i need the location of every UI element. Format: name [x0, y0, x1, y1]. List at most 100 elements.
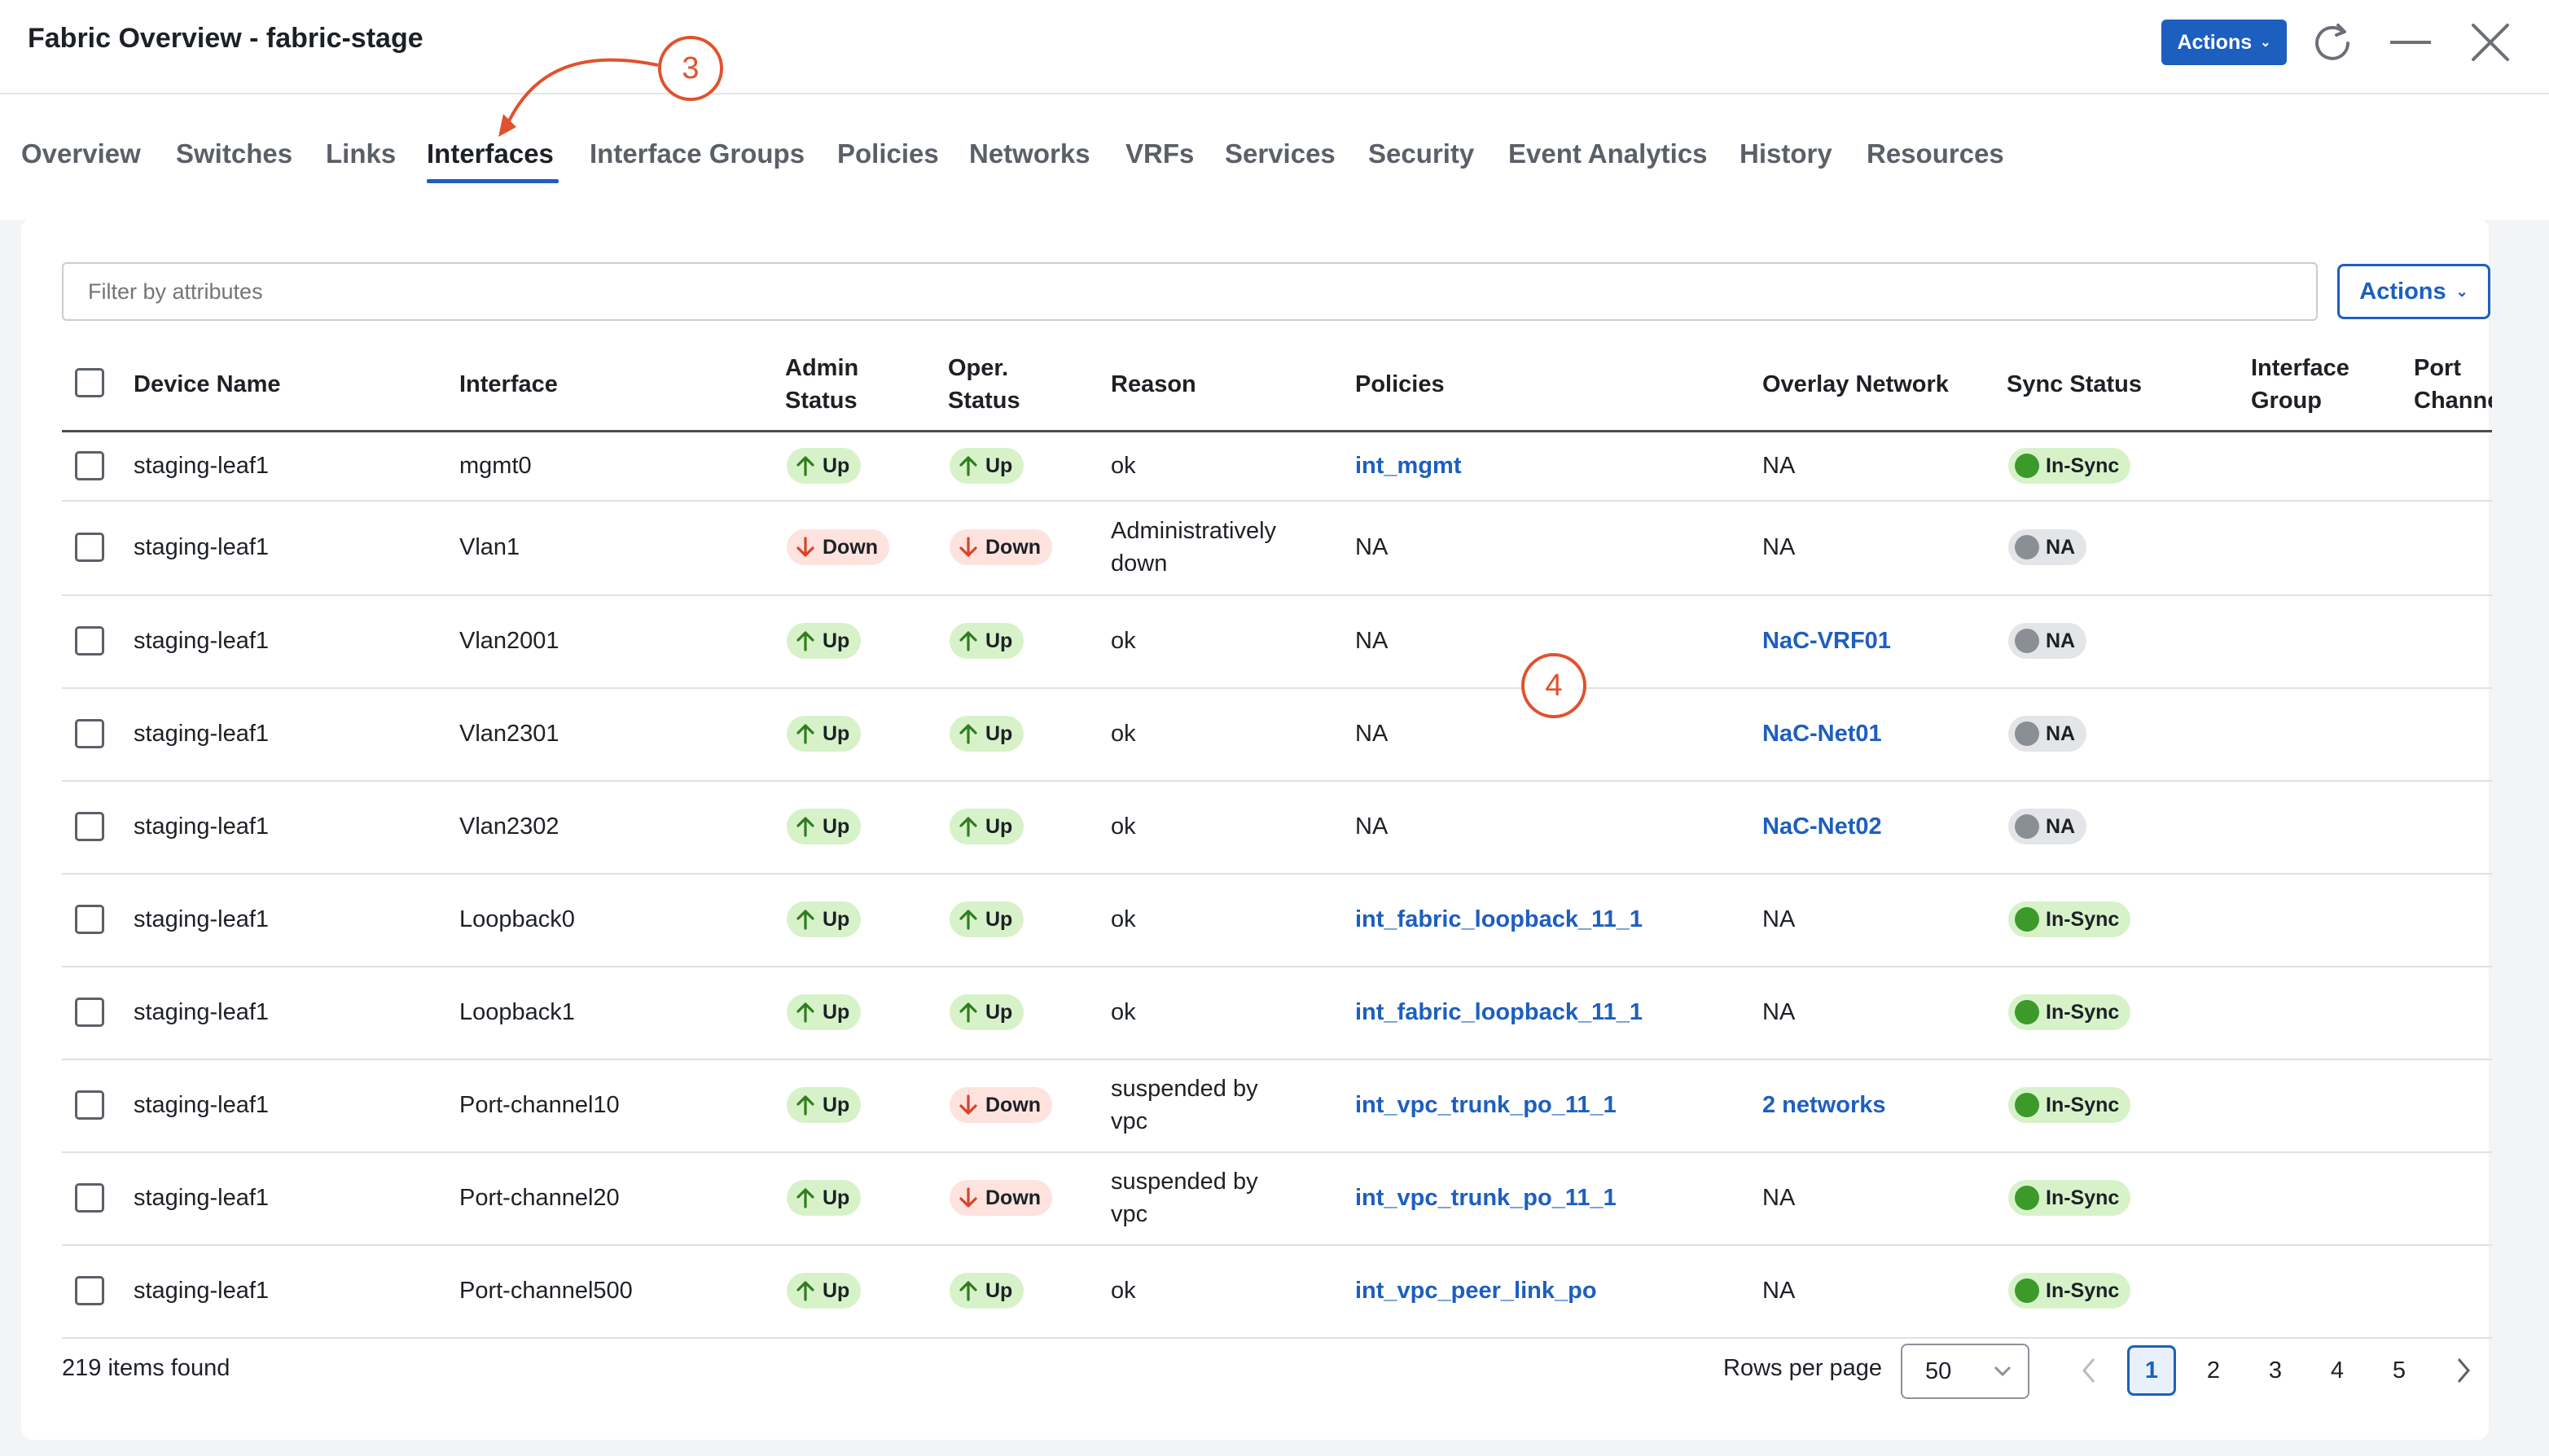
tab-policies[interactable]: Policies: [837, 138, 939, 169]
reason-cell: ok: [1111, 625, 1136, 657]
row-checkbox[interactable]: [75, 1090, 104, 1120]
row-checkbox[interactable]: [75, 1276, 104, 1305]
tab-networks[interactable]: Networks: [969, 138, 1090, 169]
arrow-up-icon: [796, 724, 814, 744]
status-label: Up: [823, 814, 850, 838]
column-header-policies[interactable]: Policies: [1355, 371, 1445, 397]
tab-history[interactable]: History: [1740, 138, 1832, 169]
row-checkbox[interactable]: [75, 1183, 104, 1213]
reason-line: ok: [1111, 628, 1136, 654]
reason-cell: ok: [1111, 810, 1136, 843]
sync-status-label: In-Sync: [2046, 454, 2120, 477]
filter-input[interactable]: [62, 262, 2318, 321]
row-checkbox[interactable]: [75, 998, 104, 1027]
overlay-network-link[interactable]: 2 networks: [1762, 1092, 1886, 1118]
column-header-oper-status[interactable]: Oper. Status: [948, 352, 1020, 417]
column-header-port-channel[interactable]: Port Channel: [2414, 352, 2492, 417]
overlay-network-cell: NA: [1762, 534, 1796, 560]
na-dot-icon: [2015, 629, 2039, 653]
row-divider: [62, 873, 2492, 875]
row-divider: [62, 1151, 2492, 1153]
interface-cell: Port-channel20: [459, 1185, 620, 1211]
row-checkbox[interactable]: [75, 719, 104, 748]
minimize-icon[interactable]: [2386, 18, 2435, 67]
tab-vrfs[interactable]: VRFs: [1125, 138, 1195, 169]
refresh-icon[interactable]: [2308, 18, 2357, 67]
overlay-network-link[interactable]: NaC-Net01: [1762, 721, 1882, 747]
status-label: Up: [823, 629, 850, 652]
column-header-reason[interactable]: Reason: [1111, 371, 1196, 397]
oper-status-line2: Status: [948, 388, 1020, 414]
row-checkbox[interactable]: [75, 812, 104, 841]
page-3-button[interactable]: 3: [2268, 1357, 2283, 1384]
sync-status-label: NA: [2046, 535, 2076, 559]
device-name-cell: staging-leaf1: [134, 628, 270, 654]
policy-cell: NA: [1355, 721, 1389, 747]
tab-interfaces[interactable]: Interfaces: [427, 138, 554, 169]
arrow-down-icon: [959, 1187, 977, 1208]
page-5-button[interactable]: 5: [2392, 1357, 2406, 1384]
device-name-cell: staging-leaf1: [134, 906, 270, 932]
device-name-cell: staging-leaf1: [134, 1278, 270, 1304]
reason-line: suspended by: [1111, 1076, 1258, 1102]
column-header-sync-status[interactable]: Sync Status: [2007, 371, 2142, 397]
row-divider: [62, 1244, 2492, 1246]
tab-resources[interactable]: Resources: [1867, 138, 2004, 169]
header-actions-button[interactable]: Actions ⌄: [2161, 20, 2287, 65]
policy-link[interactable]: int_vpc_trunk_po_11_1: [1355, 1092, 1617, 1118]
prev-page-icon[interactable]: [2065, 1345, 2114, 1396]
row-checkbox[interactable]: [75, 905, 104, 934]
overlay-network-cell: NA: [1762, 1278, 1796, 1304]
close-icon[interactable]: [2466, 18, 2515, 67]
page-4-button[interactable]: 4: [2330, 1357, 2345, 1384]
table-actions-label: Actions: [2359, 278, 2446, 305]
row-checkbox[interactable]: [75, 626, 104, 656]
arrow-up-icon: [959, 724, 977, 744]
policy-link[interactable]: int_fabric_loopback_11_1: [1355, 906, 1643, 932]
tab-switches[interactable]: Switches: [176, 138, 293, 169]
interface-cell: Vlan2302: [459, 814, 559, 840]
policy-link[interactable]: int_mgmt: [1355, 453, 1462, 479]
tab-services[interactable]: Services: [1225, 138, 1336, 169]
rows-per-page-select[interactable]: 50: [1901, 1344, 2029, 1399]
page-2-button[interactable]: 2: [2206, 1357, 2221, 1384]
arrow-up-icon: [796, 1002, 814, 1023]
admin-status-badge: Up: [787, 623, 862, 659]
tab-links[interactable]: Links: [326, 138, 397, 169]
reason-cell: suspended by vpc: [1111, 1165, 1258, 1230]
overlay-network-link[interactable]: NaC-Net02: [1762, 814, 1882, 840]
status-label: Up: [823, 907, 850, 931]
column-header-interface[interactable]: Interface: [459, 371, 558, 397]
tab-interface-groups[interactable]: Interface Groups: [590, 138, 805, 169]
column-header-overlay-network[interactable]: Overlay Network: [1762, 371, 1949, 397]
status-label: Up: [823, 1000, 850, 1024]
reason-line: ok: [1111, 999, 1136, 1025]
column-header-device-name[interactable]: Device Name: [134, 371, 281, 397]
table-actions-button[interactable]: Actions ⌄: [2337, 264, 2490, 319]
overlay-network-link[interactable]: NaC-VRF01: [1762, 628, 1891, 654]
status-label: Up: [823, 454, 850, 477]
select-all-checkbox[interactable]: [75, 368, 104, 397]
sync-status-badge: NA: [2008, 716, 2087, 752]
callout-4: 4: [1521, 653, 1586, 718]
tab-overview[interactable]: Overview: [21, 138, 141, 169]
device-name-cell: staging-leaf1: [134, 999, 270, 1025]
row-checkbox[interactable]: [75, 451, 104, 480]
status-label: Down: [823, 535, 879, 559]
page-1-button[interactable]: 1: [2127, 1345, 2176, 1396]
status-label: Up: [985, 1000, 1013, 1024]
reason-cell: ok: [1111, 450, 1136, 482]
column-header-interface-group[interactable]: Interface Group: [2251, 352, 2349, 417]
arrow-down-icon: [959, 1094, 977, 1115]
row-checkbox[interactable]: [75, 533, 104, 562]
policy-link[interactable]: int_vpc_peer_link_po: [1355, 1278, 1597, 1304]
column-header-admin-status[interactable]: Admin Status: [785, 352, 858, 417]
tab-security[interactable]: Security: [1368, 138, 1475, 169]
policy-link[interactable]: int_vpc_trunk_po_11_1: [1355, 1185, 1617, 1211]
device-name-cell: staging-leaf1: [134, 1185, 270, 1211]
tab-event-analytics[interactable]: Event Analytics: [1508, 138, 1708, 169]
policy-link[interactable]: int_fabric_loopback_11_1: [1355, 999, 1643, 1025]
row-divider: [62, 500, 2492, 502]
next-page-icon[interactable]: [2438, 1345, 2487, 1396]
oper-status-badge: Up: [950, 716, 1024, 752]
